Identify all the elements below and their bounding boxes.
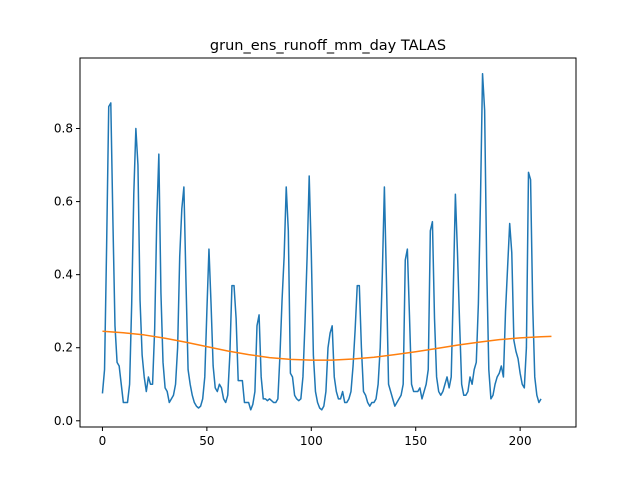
x-tick-label: 50 bbox=[199, 434, 214, 448]
axes-frame bbox=[79, 57, 577, 428]
x-tick-label: 150 bbox=[404, 434, 427, 448]
plot-area bbox=[101, 72, 552, 411]
x-tick-label: 0 bbox=[99, 434, 107, 448]
y-tick-label: 0.2 bbox=[54, 341, 73, 355]
y-tick-label: 0.4 bbox=[54, 268, 73, 282]
axes: 0 50 100 150 200 0.0 0.2 0.4 0.6 0.8 bbox=[54, 122, 532, 448]
x-tick-label: 200 bbox=[509, 434, 532, 448]
y-tick-label: 0.0 bbox=[54, 414, 73, 428]
y-tick-label: 0.8 bbox=[54, 122, 73, 136]
series-line-2 bbox=[102, 330, 552, 361]
series-line-1 bbox=[101, 72, 542, 411]
y-tick-label: 0.6 bbox=[54, 195, 73, 209]
chart-title: grun_ens_runoff_mm_day TALAS bbox=[210, 38, 446, 54]
x-tick-label: 100 bbox=[300, 434, 323, 448]
